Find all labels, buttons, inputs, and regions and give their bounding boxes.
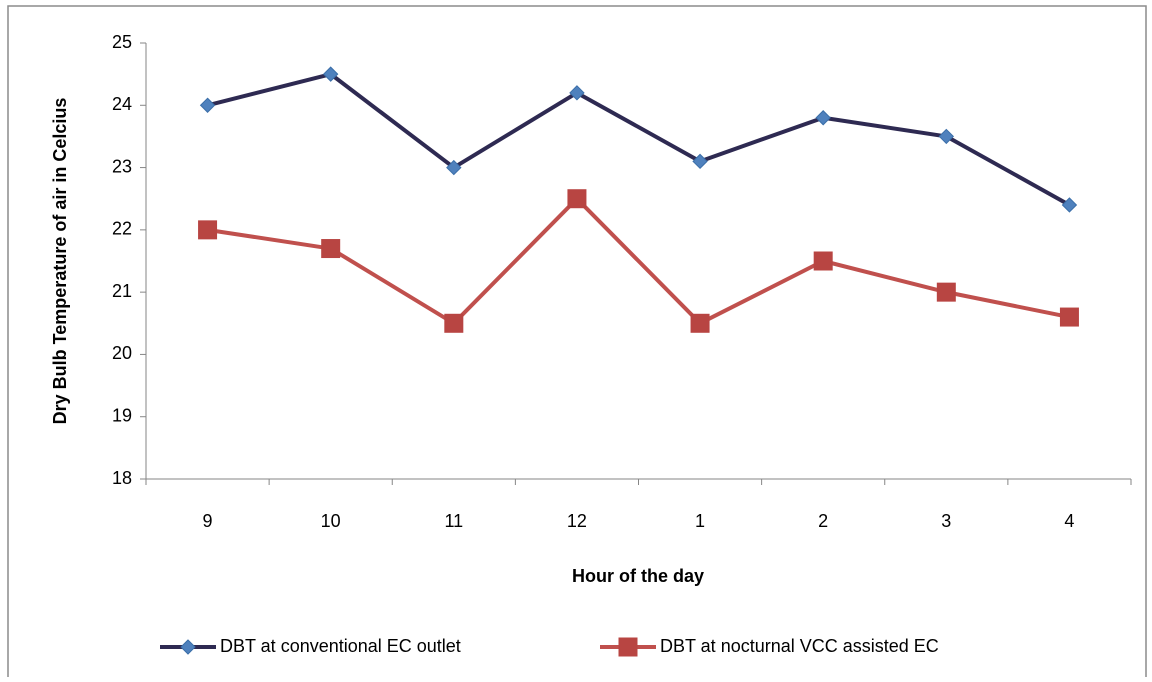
data-point — [690, 313, 710, 333]
data-point — [199, 97, 216, 113]
data-point — [936, 282, 956, 302]
legend-marker — [618, 637, 638, 657]
y-tick-label: 18 — [112, 468, 132, 488]
y-tick-label: 20 — [112, 343, 132, 363]
x-tick-label: 2 — [818, 511, 828, 531]
data-point — [198, 220, 218, 240]
data-point — [446, 159, 462, 176]
legend-label: DBT at conventional EC outlet — [220, 636, 461, 656]
y-axis-label: Dry Bulb Temperature of air in Celcius — [50, 98, 70, 425]
legend-marker — [180, 639, 196, 655]
y-tick-label: 25 — [112, 32, 132, 52]
x-axis-label: Hour of the day — [572, 566, 704, 586]
data-point — [567, 189, 587, 209]
data-point — [938, 128, 955, 145]
y-tick-label: 22 — [112, 219, 132, 239]
x-tick-label: 9 — [203, 511, 213, 531]
x-tick-label: 10 — [321, 511, 341, 531]
chart-frame — [7, 5, 1147, 677]
legend-label: DBT at nocturnal VCC assisted EC — [660, 636, 939, 656]
y-tick-label: 24 — [112, 94, 132, 114]
x-tick-label: 4 — [1064, 511, 1074, 531]
series-line — [207, 72, 1071, 207]
data-point — [1059, 307, 1079, 327]
y-tick-label: 23 — [112, 156, 132, 176]
series-line — [207, 196, 1070, 326]
data-point — [569, 85, 585, 101]
data-point — [692, 153, 708, 170]
x-tick-label: 12 — [567, 511, 587, 531]
data-point — [321, 239, 341, 259]
y-tick-label: 21 — [112, 281, 132, 301]
data-point — [322, 66, 339, 82]
data-point — [444, 313, 464, 333]
data-point — [813, 251, 833, 271]
x-tick-label: 11 — [444, 511, 463, 531]
y-tick-label: 19 — [112, 405, 132, 425]
data-point — [815, 110, 831, 126]
x-tick-label: 1 — [695, 511, 705, 531]
x-tick-label: 3 — [941, 511, 951, 531]
data-point — [1061, 197, 1078, 213]
